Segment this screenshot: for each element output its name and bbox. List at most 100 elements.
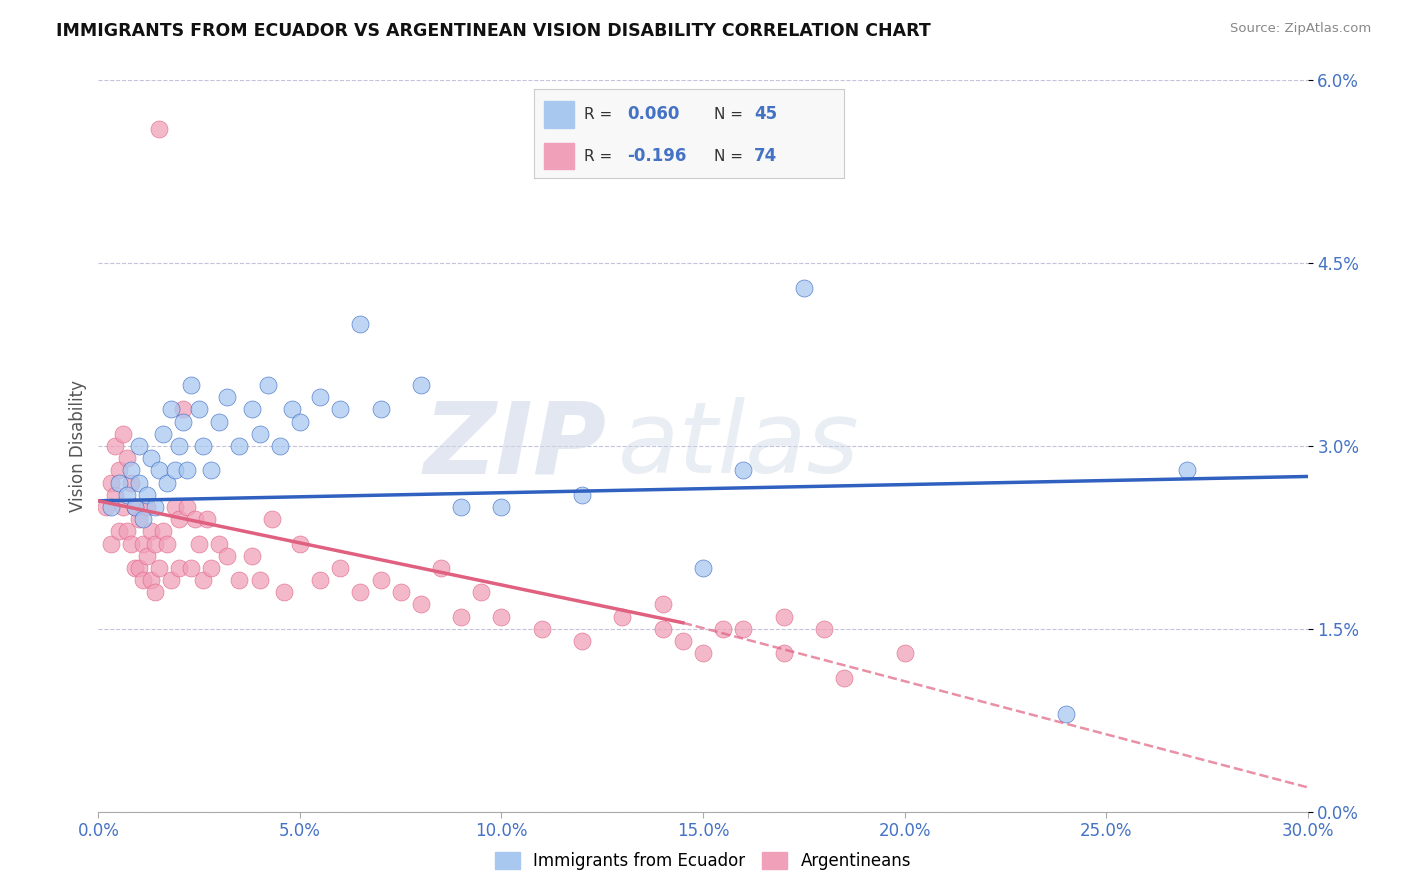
Bar [544,101,575,128]
Point [370,573,392,587]
Point [793,280,815,294]
Point [491,609,513,624]
Point [156,475,179,490]
Text: -0.196: -0.196 [627,147,686,165]
Point [143,500,166,514]
Point [1054,707,1077,722]
Point [409,378,432,392]
Point [571,634,593,648]
Point [132,512,155,526]
Text: R =: R = [583,149,617,163]
Point [249,426,271,441]
Point [692,561,714,575]
Point [430,561,453,575]
Point [309,573,332,587]
Point [256,378,278,392]
Point [200,561,222,575]
Point [100,536,122,550]
Point [273,585,295,599]
Point [240,402,263,417]
Point [193,439,215,453]
Point [450,500,472,514]
Point [288,536,311,550]
Text: ZIP: ZIP [423,398,606,494]
Point [115,451,138,466]
Point [135,500,157,514]
Point [260,512,283,526]
Point [329,402,352,417]
Point [135,488,157,502]
Point [269,439,291,453]
Point [139,573,162,587]
Point [832,671,855,685]
Point [329,561,352,575]
Point [672,634,695,648]
Point [128,512,150,526]
Point [120,463,142,477]
Point [893,646,915,660]
Point [100,500,122,514]
Point [128,439,150,453]
Y-axis label: Vision Disability: Vision Disability [69,380,87,512]
Point [163,500,186,514]
Point [132,536,155,550]
Legend: Immigrants from Ecuador, Argentineans: Immigrants from Ecuador, Argentineans [488,845,918,877]
Point [530,622,553,636]
Point [651,622,673,636]
Point [132,573,155,587]
Text: 74: 74 [754,147,778,165]
Point [772,609,794,624]
Point [208,415,231,429]
Point [107,524,129,539]
Point [135,549,157,563]
Point [612,609,634,624]
Point [491,500,513,514]
Point [228,439,250,453]
Point [107,463,129,477]
Text: R =: R = [583,107,617,121]
Point [124,500,146,514]
Text: atlas: atlas [619,398,860,494]
Point [180,378,202,392]
Point [180,561,202,575]
Point [148,122,170,136]
Point [163,463,186,477]
Point [143,585,166,599]
Point [111,426,134,441]
Point [240,549,263,563]
Point [1175,463,1198,477]
Point [176,463,198,477]
Point [172,415,194,429]
Point [124,500,146,514]
Text: 0.060: 0.060 [627,105,679,123]
Point [148,463,170,477]
Point [160,402,183,417]
Point [115,488,138,502]
Point [103,488,125,502]
Point [470,585,492,599]
Point [195,512,218,526]
Point [172,402,194,417]
Point [249,573,271,587]
Point [115,524,138,539]
Point [96,500,118,514]
Point [370,402,392,417]
Point [188,536,211,550]
Point [107,475,129,490]
Point [128,475,150,490]
Point [217,549,239,563]
Point [409,598,432,612]
Point [228,573,250,587]
Point [103,439,125,453]
Point [128,561,150,575]
Point [389,585,412,599]
Point [571,488,593,502]
Point [176,500,198,514]
Point [281,402,304,417]
Point [139,524,162,539]
Point [167,512,190,526]
Point [733,622,755,636]
Text: N =: N = [714,149,748,163]
Point [349,317,371,331]
Point [188,402,211,417]
